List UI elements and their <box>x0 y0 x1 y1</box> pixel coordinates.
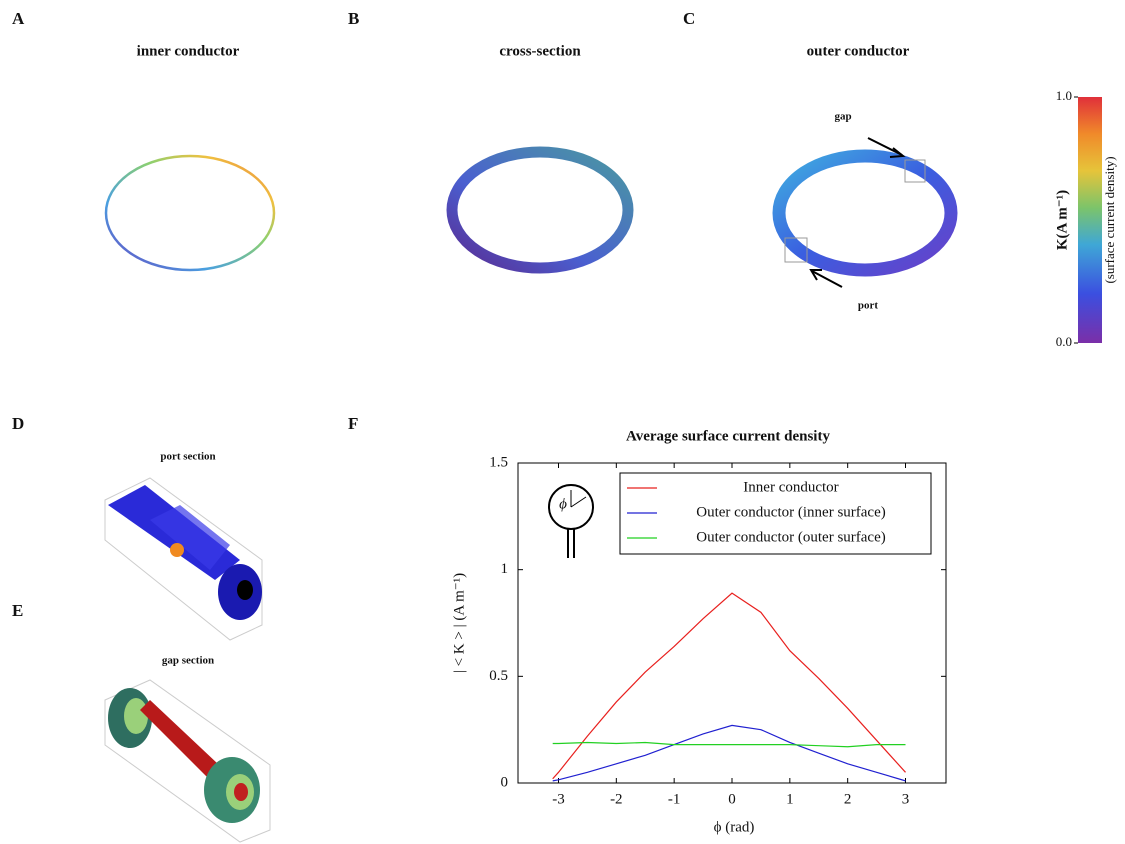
x-tick-label: -2 <box>610 791 623 807</box>
inset-angle <box>570 490 587 508</box>
panel-letter: B <box>348 9 359 28</box>
panel-title: cross-section <box>499 43 581 59</box>
legend-label: Inner conductor <box>743 479 838 495</box>
gap-label: gap <box>834 111 851 123</box>
panel-letter: F <box>348 414 358 433</box>
port-label: port <box>858 300 879 312</box>
y-tick-label: 1.5 <box>489 454 508 470</box>
gap-section-render <box>104 679 271 843</box>
outer-ring <box>772 149 958 277</box>
x-tick-label: 2 <box>844 791 852 807</box>
y-tick-label: 0 <box>501 774 509 790</box>
chart-title: Average surface current density <box>626 428 830 444</box>
panel-letter: A <box>12 9 25 28</box>
panel-letter: E <box>12 601 23 620</box>
legend-label: Outer conductor (outer surface) <box>696 529 886 545</box>
x-tick-label: -1 <box>668 791 681 807</box>
panel-letter: C <box>683 9 695 28</box>
x-tick-label: 0 <box>728 791 736 807</box>
legend-label: Outer conductor (inner surface) <box>696 504 886 520</box>
colorbar-label: K(A m⁻¹) <box>1054 190 1070 250</box>
x-tick-label: 3 <box>902 791 910 807</box>
x-tick-label: -3 <box>552 791 565 807</box>
series-line <box>552 592 906 780</box>
colorbar-tick-label: 0.0 <box>1056 334 1072 349</box>
y-tick-label: 1 <box>501 561 509 577</box>
inset-circle <box>548 484 594 530</box>
x-axis-label: ϕ (rad) <box>714 819 755 835</box>
series-line <box>552 741 906 748</box>
colorbar-sublabel: (surface current density) <box>1102 156 1117 283</box>
line-chart: Average surface current density ϕ (rad) … <box>451 428 947 835</box>
inner-ring <box>104 154 276 272</box>
gap-arrow-head <box>889 147 906 158</box>
gap-box <box>904 159 926 183</box>
panel-letter: D <box>12 414 24 433</box>
panel-title: outer conductor <box>807 43 910 59</box>
port-arrow-head <box>809 269 822 281</box>
colorbar-tick-label: 1.0 <box>1056 88 1072 103</box>
x-tick-label: 1 <box>786 791 794 807</box>
y-tick-label: 0.5 <box>489 668 508 684</box>
gap-arrow <box>867 137 903 156</box>
panel-title: gap section <box>162 655 214 667</box>
port-section-render <box>104 477 263 641</box>
colorbar <box>1078 97 1102 343</box>
series-line <box>552 724 906 782</box>
legend-box <box>619 472 932 555</box>
panel-title: inner conductor <box>137 43 240 59</box>
port-arrow <box>811 270 843 288</box>
port-box <box>784 237 808 263</box>
y-axis-label: | < K > | (A m⁻¹) <box>451 573 467 673</box>
cross-section-ring <box>446 146 634 274</box>
panel-title: port section <box>160 451 215 463</box>
inset-label: ϕ <box>559 496 567 512</box>
